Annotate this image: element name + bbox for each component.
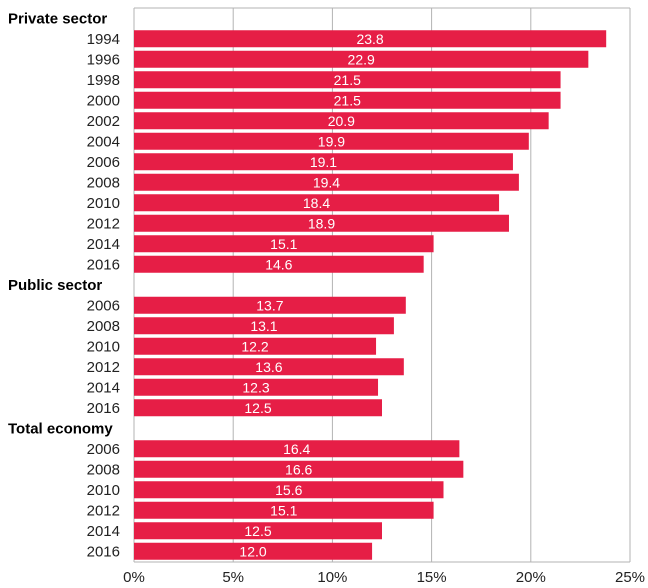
bar-value-label: 13.7 [256, 297, 283, 313]
bar [134, 91, 561, 109]
bar [134, 337, 377, 355]
category-label: 2004 [87, 133, 120, 150]
bar [134, 132, 529, 150]
category-label: 2014 [87, 379, 120, 396]
bar-value-label: 12.2 [241, 338, 268, 354]
bar [134, 194, 500, 212]
bar [134, 296, 406, 314]
bar-value-label: 12.0 [239, 543, 266, 559]
bar-value-label: 16.6 [285, 461, 312, 477]
x-tick-label: 15% [417, 569, 447, 586]
bar [134, 542, 373, 560]
bar-value-label: 12.5 [244, 523, 271, 539]
bar-value-label: 14.6 [265, 256, 292, 272]
bar [134, 214, 509, 232]
bar-value-label: 21.5 [334, 72, 361, 88]
bar-value-label: 20.9 [328, 113, 355, 129]
bars: 23.8 22.9 21.5 21.5 20.9 19.9 19.1 19.4 18.4 18.9… [134, 30, 607, 560]
bar-value-label: 21.5 [334, 92, 361, 108]
bar-value-label: 12.5 [244, 400, 271, 416]
category-label: 2006 [87, 297, 120, 314]
category-label: 2012 [87, 359, 120, 376]
bar-value-label: 23.8 [356, 31, 383, 47]
bar [134, 235, 434, 253]
bar [134, 112, 549, 130]
category-label: 2008 [87, 461, 120, 478]
bar-value-label: 19.4 [313, 174, 340, 190]
bar [134, 440, 460, 458]
bar [134, 378, 379, 396]
bar-value-label: 19.9 [318, 133, 345, 149]
category-label: 2016 [87, 256, 120, 273]
bar [134, 173, 519, 191]
category-label: 2012 [87, 215, 120, 232]
category-label: 2014 [87, 523, 120, 540]
bar [134, 30, 607, 48]
bar-value-label: 13.1 [250, 318, 277, 334]
category-label: 1996 [87, 51, 120, 68]
bar-value-label: 22.9 [348, 51, 375, 67]
category-label: 1994 [87, 31, 120, 48]
category-label: 1998 [87, 72, 120, 89]
category-label: 2016 [87, 400, 120, 417]
x-tick-label: 0% [123, 569, 145, 586]
x-tick-label: 5% [222, 569, 244, 586]
x-tick-label: 20% [516, 569, 546, 586]
bar [134, 71, 561, 89]
category-label: 2002 [87, 113, 120, 130]
bar-value-label: 18.4 [303, 195, 330, 211]
row-labels: Private sector 1994 1996 1998 2000 2002 2004 20… [8, 10, 120, 560]
category-label: 2010 [87, 482, 120, 499]
bar [134, 153, 513, 171]
bar-value-label: 12.3 [242, 379, 269, 395]
bar [134, 255, 424, 273]
category-label: 2016 [87, 543, 120, 560]
category-label: 2014 [87, 236, 120, 253]
group-label: Total economy [8, 420, 113, 437]
category-label: 2008 [87, 174, 120, 191]
category-label: 2006 [87, 154, 120, 171]
bar [134, 460, 464, 478]
x-tick-label: 10% [317, 569, 347, 586]
category-label: 2006 [87, 441, 120, 458]
bar [134, 399, 382, 417]
grid-lines [133, 7, 631, 563]
bar-value-label: 15.6 [275, 482, 302, 498]
bar-value-label: 16.4 [283, 441, 310, 457]
x-tick-label: 25% [615, 569, 645, 586]
bar [134, 50, 589, 68]
category-label: 2010 [87, 338, 120, 355]
category-label: 2012 [87, 502, 120, 519]
category-label: 2010 [87, 195, 120, 212]
bar [134, 317, 394, 335]
bar-value-label: 15.1 [270, 236, 297, 252]
bar-value-label: 13.6 [255, 359, 282, 375]
category-label: 2000 [87, 92, 120, 109]
bar-value-label: 19.1 [310, 154, 337, 170]
bar [134, 501, 434, 519]
bar [134, 358, 404, 376]
bar-value-label: 15.1 [270, 502, 297, 518]
bar [134, 522, 382, 540]
bar-value-label: 18.9 [308, 215, 335, 231]
group-label: Private sector [8, 10, 107, 27]
group-label: Public sector [8, 277, 102, 294]
x-axis: 0% 5% 10% 15% 20% 25% [123, 569, 645, 586]
bar [134, 481, 444, 499]
category-label: 2008 [87, 318, 120, 335]
